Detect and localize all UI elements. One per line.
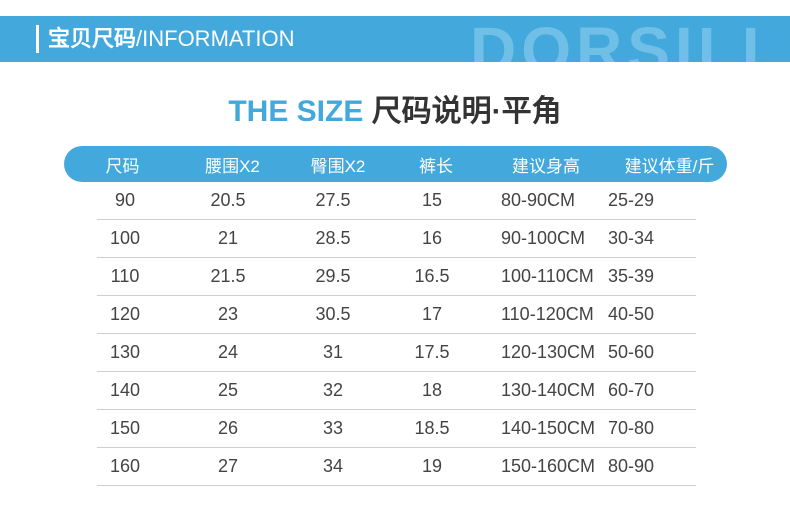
- cell-weight: 50-60: [607, 342, 655, 362]
- table-header-row: 尺码 腰围X2 臀围X2 裤长 建议身高 建议体重/斤: [64, 146, 727, 182]
- page-title-en: THE SIZE: [228, 95, 364, 128]
- column-header-height: 建议身高: [512, 156, 580, 176]
- column-header-size: 尺码: [105, 156, 140, 176]
- cell-weight: 30-34: [607, 228, 655, 248]
- cell-height: 140-150CM: [501, 418, 596, 438]
- table-body: 90 20.5 27.5 15 80-90CM 25-29 100 21 28.…: [97, 182, 696, 486]
- cell-size: 110: [110, 266, 140, 286]
- table-row: 120 23 30.5 17 110-120CM 40-50: [97, 296, 696, 334]
- column-header-length: 裤长: [419, 156, 453, 176]
- banner-accent-bar: [36, 25, 39, 53]
- banner-title: 宝贝尺码/INFORMATION: [48, 16, 294, 62]
- cell-weight: 60-70: [607, 380, 655, 400]
- cell-waist: 24: [217, 342, 239, 362]
- banner-title-en: /INFORMATION: [136, 26, 295, 51]
- cell-hip: 33: [322, 418, 344, 438]
- cell-waist: 23: [217, 304, 239, 324]
- cell-weight: 80-90: [607, 456, 655, 476]
- cell-hip: 28.5: [315, 228, 351, 248]
- cell-size: 150: [109, 418, 141, 438]
- cell-weight: 40-50: [607, 304, 655, 324]
- cell-length: 18.5: [414, 418, 450, 438]
- cell-weight: 25-29: [607, 190, 655, 210]
- cell-hip: 27.5: [315, 190, 351, 210]
- cell-waist: 27: [217, 456, 239, 476]
- page-title: THE SIZE 尺码说明·平角: [0, 92, 790, 132]
- cell-hip: 30.5: [315, 304, 351, 324]
- table-row: 130 24 31 17.5 120-130CM 50-60: [97, 334, 696, 372]
- cell-waist: 25: [217, 380, 239, 400]
- brand-watermark: DORSILI: [470, 16, 765, 62]
- cell-height: 80-90CM: [501, 190, 576, 210]
- cell-hip: 32: [322, 380, 344, 400]
- header-banner: 宝贝尺码/INFORMATION DORSILI: [0, 16, 790, 62]
- column-header-waist: 腰围X2: [205, 156, 260, 176]
- cell-length: 16.5: [414, 266, 450, 286]
- cell-waist: 21: [217, 228, 239, 248]
- cell-weight: 70-80: [607, 418, 655, 438]
- cell-length: 18: [421, 380, 443, 400]
- column-header-weight: 建议体重/斤: [624, 156, 715, 176]
- cell-weight: 35-39: [607, 266, 655, 286]
- cell-size: 160: [109, 456, 141, 476]
- cell-height: 130-140CM: [501, 380, 596, 400]
- table-row: 150 26 33 18.5 140-150CM 70-80: [97, 410, 696, 448]
- table-row: 140 25 32 18 130-140CM 60-70: [97, 372, 696, 410]
- table-row: 90 20.5 27.5 15 80-90CM 25-29: [97, 182, 696, 220]
- cell-size: 140: [109, 380, 141, 400]
- cell-height: 120-130CM: [501, 342, 596, 362]
- cell-height: 90-100CM: [501, 228, 586, 248]
- banner-title-cn: 宝贝尺码: [48, 26, 137, 51]
- table-row: 100 21 28.5 16 90-100CM 30-34: [97, 220, 696, 258]
- cell-height: 100-110CM: [501, 266, 594, 286]
- cell-size: 120: [109, 304, 141, 324]
- table-row: 110 21.5 29.5 16.5 100-110CM 35-39: [97, 258, 696, 296]
- table-row: 160 27 34 19 150-160CM 80-90: [97, 448, 696, 486]
- cell-length: 17: [421, 304, 443, 324]
- cell-height: 110-120CM: [501, 304, 594, 324]
- page-title-cn: 尺码说明·平角: [363, 95, 562, 128]
- cell-size: 90: [114, 190, 136, 210]
- cell-size: 130: [109, 342, 141, 362]
- size-table: 尺码 腰围X2 臀围X2 裤长 建议身高 建议体重/斤 90 20.5 27.5…: [64, 146, 727, 486]
- cell-hip: 29.5: [315, 266, 351, 286]
- cell-waist: 26: [217, 418, 239, 438]
- cell-height: 150-160CM: [501, 456, 596, 476]
- cell-hip: 31: [322, 342, 344, 362]
- cell-length: 17.5: [414, 342, 450, 362]
- cell-length: 19: [421, 456, 443, 476]
- cell-waist: 21.5: [210, 266, 246, 286]
- cell-length: 16: [421, 228, 443, 248]
- cell-size: 100: [109, 228, 141, 248]
- cell-hip: 34: [322, 456, 344, 476]
- column-header-hip: 臀围X2: [310, 156, 366, 176]
- cell-length: 15: [421, 190, 443, 210]
- cell-waist: 20.5: [210, 190, 246, 210]
